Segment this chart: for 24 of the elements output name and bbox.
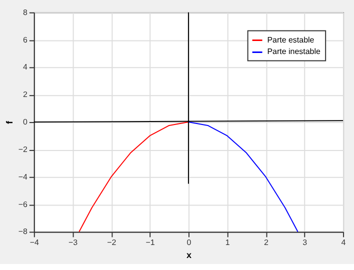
x-tick-label: −3: [68, 238, 78, 248]
x-tick-label: 2: [264, 238, 270, 248]
y-tick-label: −8: [18, 227, 28, 236]
x-tick-label: −2: [107, 238, 117, 248]
y-tick-label: 0: [22, 118, 28, 127]
x-tick-label: 1: [225, 238, 230, 248]
legend-label: Parte inestable: [267, 47, 321, 56]
y-tick-label: 2: [22, 90, 28, 100]
line-series: [188, 122, 298, 232]
legend-label: Parte estable: [267, 35, 315, 44]
x-tick-label: −1: [146, 238, 156, 248]
y-tick-label: 6: [22, 35, 28, 44]
y-tick-label: −4: [18, 172, 28, 182]
x-tick-label: 0: [186, 238, 192, 248]
y-tick-label: 4: [22, 62, 28, 72]
y-axis-title: f: [4, 121, 14, 124]
line-series: [78, 122, 189, 232]
x-tick-label: 3: [302, 238, 308, 248]
x-tick-label: −4: [30, 238, 40, 248]
y-tick-label: 8: [22, 8, 28, 17]
y-tick-label: −2: [18, 144, 28, 154]
x-axis-title: x: [186, 250, 192, 260]
x-tick-label: 4: [341, 238, 346, 248]
y-tick-label: −6: [18, 200, 28, 209]
